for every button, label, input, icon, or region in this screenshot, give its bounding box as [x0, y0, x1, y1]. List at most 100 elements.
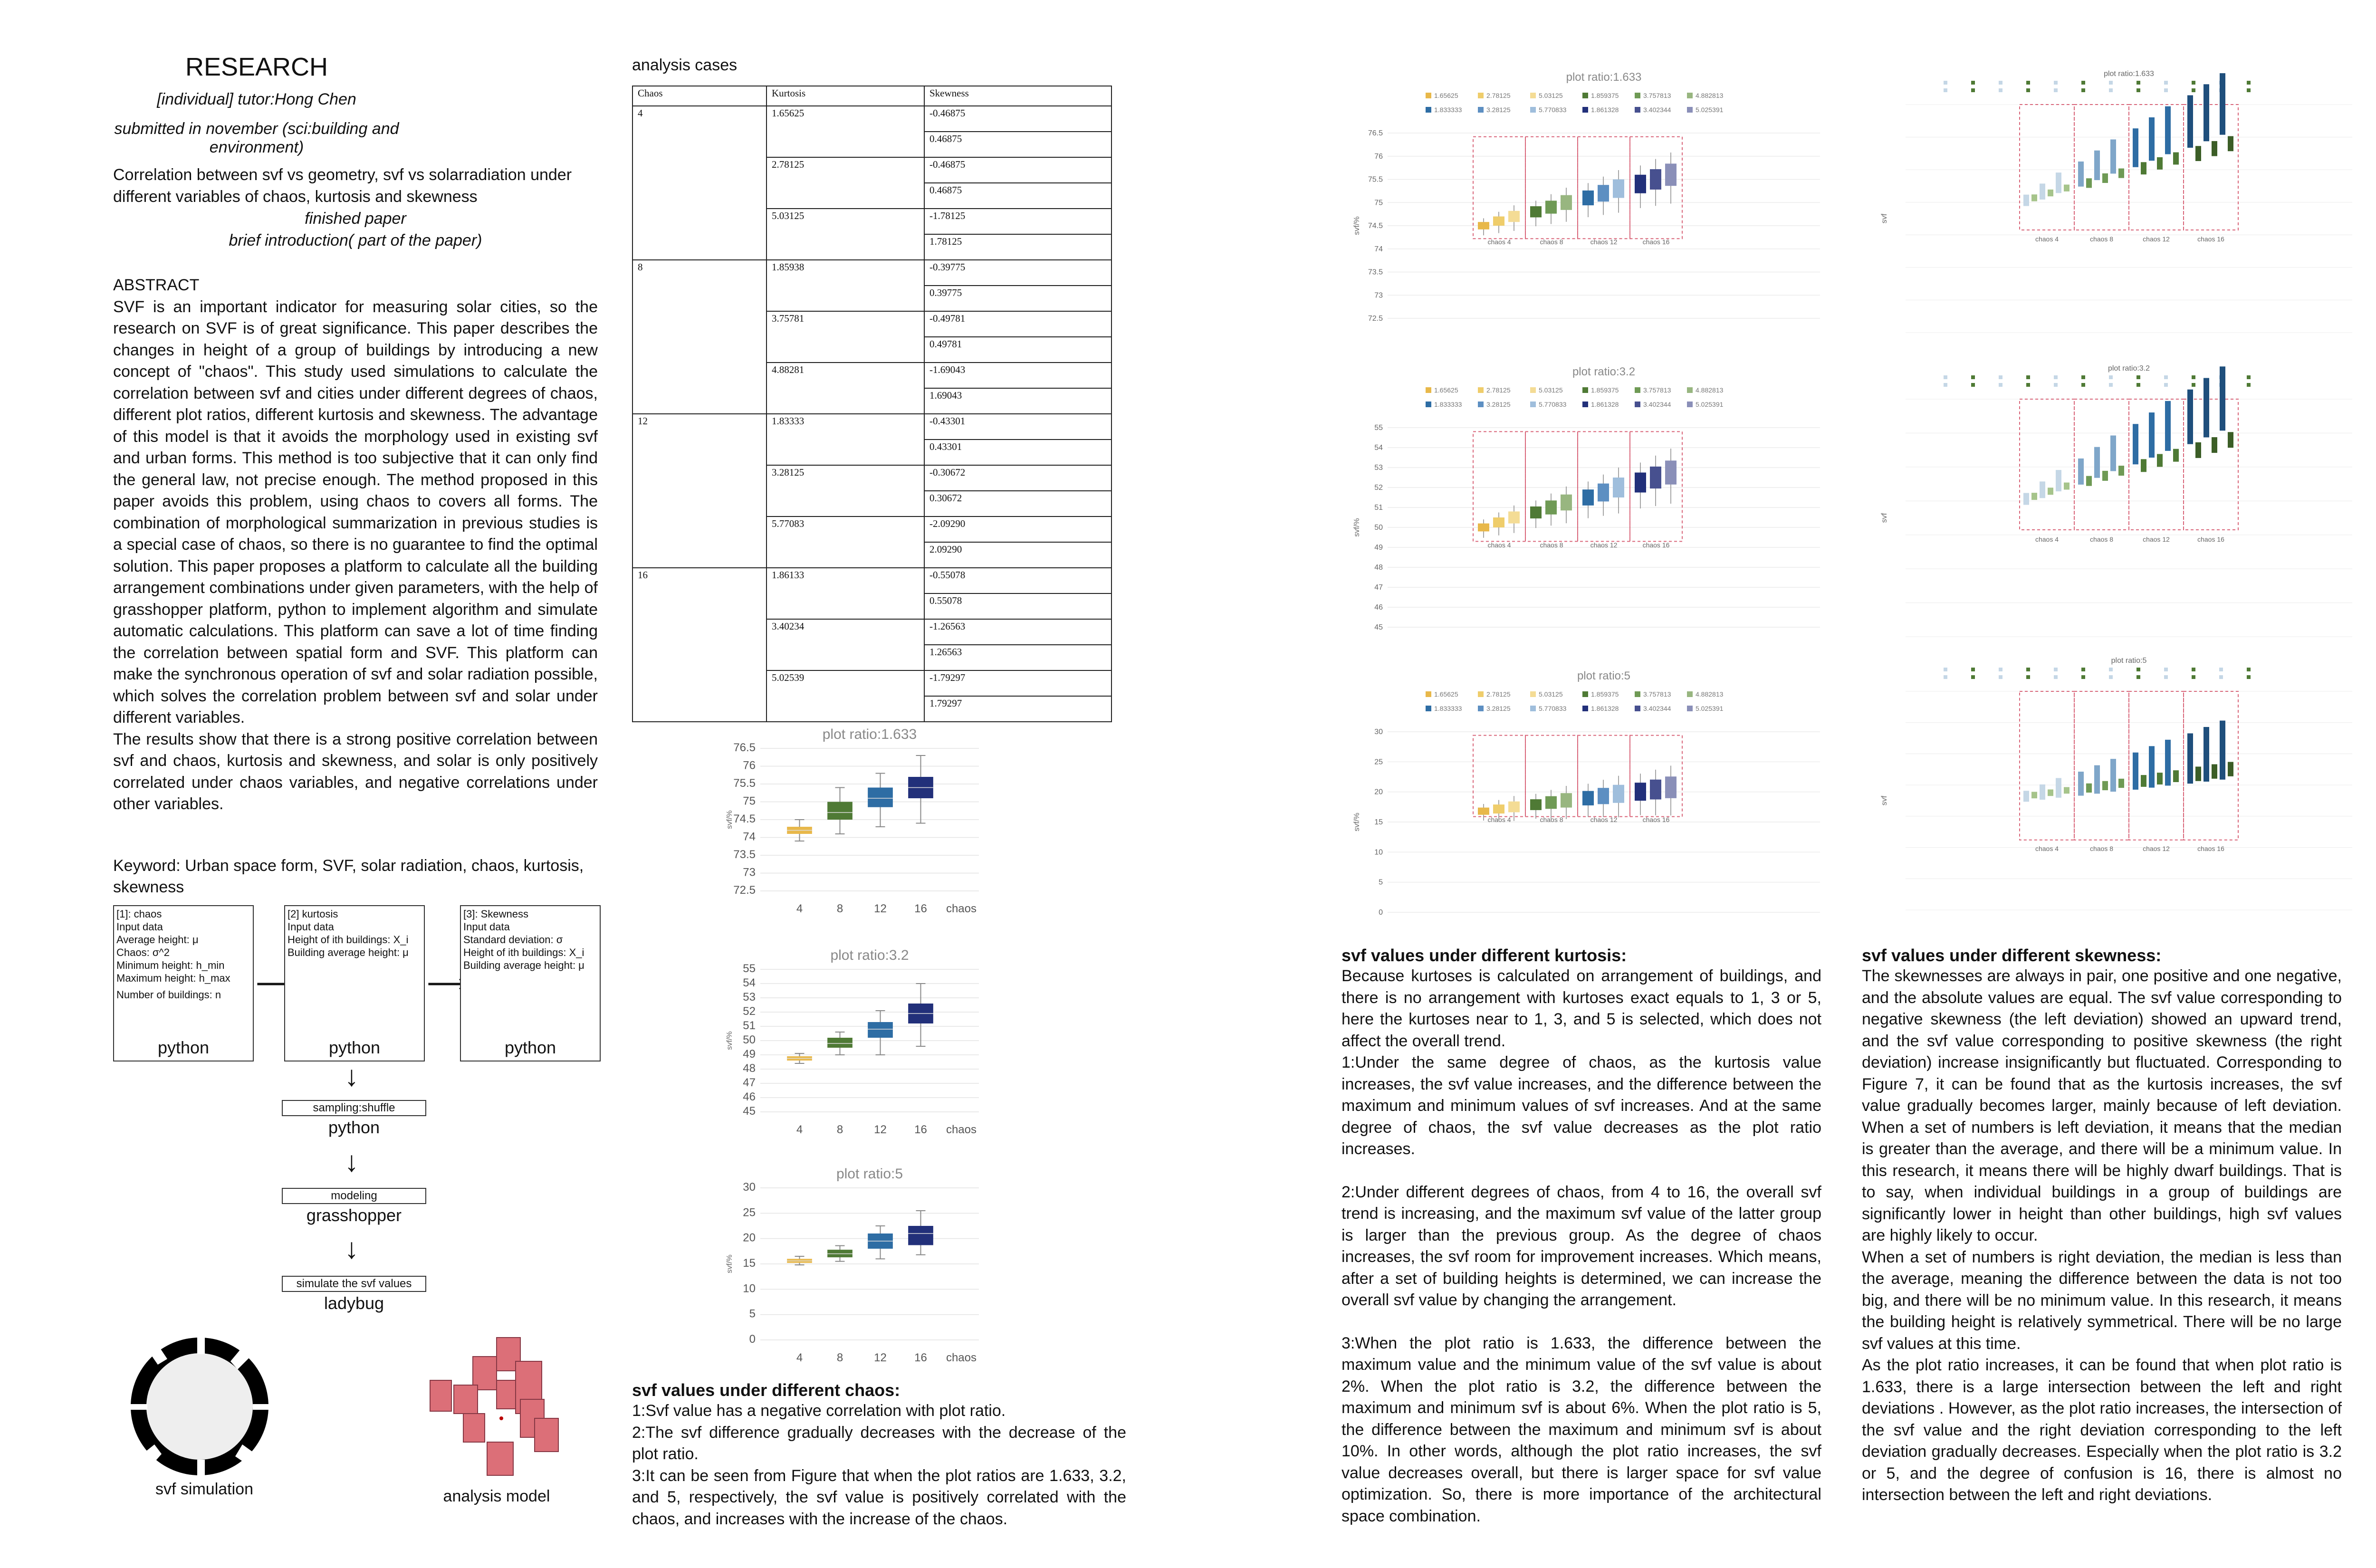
legend-swatch: [2219, 668, 2223, 671]
tutor-line: [individual] tutor:Hong Chen: [157, 90, 356, 108]
table-row: 3.75781 -0.49781: [632, 311, 1112, 363]
skew-bar: [2031, 194, 2037, 201]
group-label: chaos 16: [2197, 535, 2224, 543]
table-row: 2.09290: [632, 542, 1112, 568]
box: [1598, 185, 1609, 202]
skewness-cell: -0.55078: [924, 567, 1112, 594]
skew-bar: [2212, 437, 2217, 453]
group-label: chaos 8: [2090, 535, 2113, 543]
legend-swatch: [2164, 675, 2168, 679]
y-tick-label: 46: [743, 1090, 756, 1103]
skew-bar: [2133, 424, 2138, 465]
legend-label: 2.78125: [1486, 92, 1511, 99]
legend-label: 1.859375: [1591, 386, 1619, 394]
skew-bar: [2228, 136, 2233, 152]
x-tick-label: 12: [874, 1123, 887, 1136]
y-axis-label: svf/%: [1353, 813, 1361, 831]
flow-line: Input data: [287, 921, 334, 933]
skew-bar: [2228, 762, 2233, 776]
y-tick-label: 51: [743, 1019, 756, 1032]
group-label: chaos 16: [2197, 845, 2224, 852]
x-tick-label: 12: [874, 1351, 887, 1364]
y-axis-label: svf: [1880, 213, 1888, 223]
step-simulate-tool: ladybug: [324, 1293, 384, 1313]
legend-label: 5.03125: [1539, 690, 1563, 698]
skewness-p1: The skewnesses are always in pair, one p…: [1862, 967, 2342, 1244]
legend-swatch: [2136, 375, 2140, 379]
group-label: chaos 12: [1590, 541, 1618, 549]
legend-label: 3.28125: [1486, 401, 1511, 408]
legend-swatch: [1582, 387, 1588, 393]
group-frame: [1629, 735, 1683, 817]
table-header-row: Chaos Kurtosis Skewness: [632, 86, 1112, 106]
analysis-cases-table: Chaos Kurtosis Skewness 4 1.65625 -0.46875 0.4…: [632, 86, 1112, 722]
skew-bar: [2048, 789, 2053, 796]
skew-bar: [2187, 733, 2193, 784]
skewness-cell: -0.43301: [924, 413, 1112, 440]
legend-swatch: [2081, 675, 2085, 679]
skewness-cell: -1.79297: [924, 670, 1112, 697]
legend-swatch: [1635, 93, 1640, 98]
legend-label: 1.833333: [1434, 705, 1462, 712]
legend-swatch: [1999, 88, 2002, 92]
legend-swatch: [2109, 81, 2113, 85]
x-tick-label: 16: [914, 1351, 927, 1364]
skewness-cell: 1.69043: [924, 388, 1112, 414]
skew-bar: [2165, 401, 2171, 451]
legend-swatch: [1530, 402, 1536, 407]
x-tick-label: 16: [914, 902, 927, 915]
group-label: chaos 8: [2090, 235, 2113, 243]
y-tick-label: 75: [743, 795, 756, 808]
skewness-cell: -0.39775: [924, 259, 1112, 286]
y-tick-label: 73.5: [1368, 268, 1383, 277]
box: [1493, 517, 1504, 527]
group-frame: [1525, 136, 1578, 239]
legend-swatch: [1582, 706, 1588, 711]
skew-bar: [2078, 458, 2084, 485]
flow-box-kurtosis-python: python: [328, 1038, 381, 1057]
legend-swatch: [1971, 81, 1975, 85]
table-row: 1.69043: [632, 388, 1112, 414]
legend-swatch: [1530, 691, 1536, 697]
intro-topic: Correlation between svf vs geometry, svf…: [113, 166, 572, 206]
skew-bar: [2086, 476, 2092, 486]
group-label: chaos 12: [2143, 845, 2170, 852]
flow-line: Building average height: μ: [287, 947, 409, 958]
table-row: 16 1.86133 -0.55078: [632, 567, 1112, 722]
group-frame: [1629, 136, 1683, 239]
y-tick-label: 76: [743, 759, 756, 772]
flow-line: Standard deviation: σ: [463, 934, 563, 946]
chaos-section: svf values under different chaos: 1:Svf …: [632, 1380, 1126, 1530]
skew-bar: [2110, 435, 2116, 471]
legend-swatch: [2081, 81, 2085, 85]
legend-swatch: [1944, 675, 1947, 679]
y-tick-label: 45: [1374, 623, 1383, 631]
submission-line: submitted in november (sci:building and …: [114, 120, 399, 156]
legend-swatch: [1999, 668, 2002, 671]
skew-bar: [2102, 173, 2108, 183]
group-label: chaos 8: [1540, 816, 1563, 823]
y-tick-label: 45: [743, 1105, 756, 1118]
skewness-cell: -0.49781: [924, 311, 1112, 337]
y-tick-label: 76.5: [733, 741, 756, 754]
y-tick-label: 51: [1374, 504, 1383, 512]
flow-line: [1]: chaos: [116, 908, 162, 920]
table-header-cell: Kurtosis: [766, 86, 925, 106]
box-12: [868, 1022, 893, 1038]
flow-line: Input data: [116, 921, 163, 933]
skew-bar: [2064, 787, 2069, 794]
legend-swatch: [1635, 691, 1640, 697]
legend-swatch: [1971, 668, 1975, 671]
legend-swatch: [1426, 691, 1431, 697]
x-tick-label: 4: [796, 1351, 803, 1364]
y-axis-label: svf: [1880, 795, 1888, 805]
legend-swatch: [1426, 387, 1431, 393]
step-simulate: simulate the svf values: [282, 1276, 426, 1292]
skewness-cell: -0.46875: [924, 105, 1112, 132]
skew-bar: [2102, 781, 2108, 791]
skewness-cell: 1.79297: [924, 696, 1112, 722]
svf-simulation-caption: svf simulation: [155, 1480, 253, 1498]
box: [1582, 190, 1594, 206]
chart-plot-ratio-1633: plot ratio:1.633 76.5 76 75.5 75 74.5 74 73.5 73…: [726, 727, 979, 915]
skew-bar: [2110, 139, 2116, 174]
